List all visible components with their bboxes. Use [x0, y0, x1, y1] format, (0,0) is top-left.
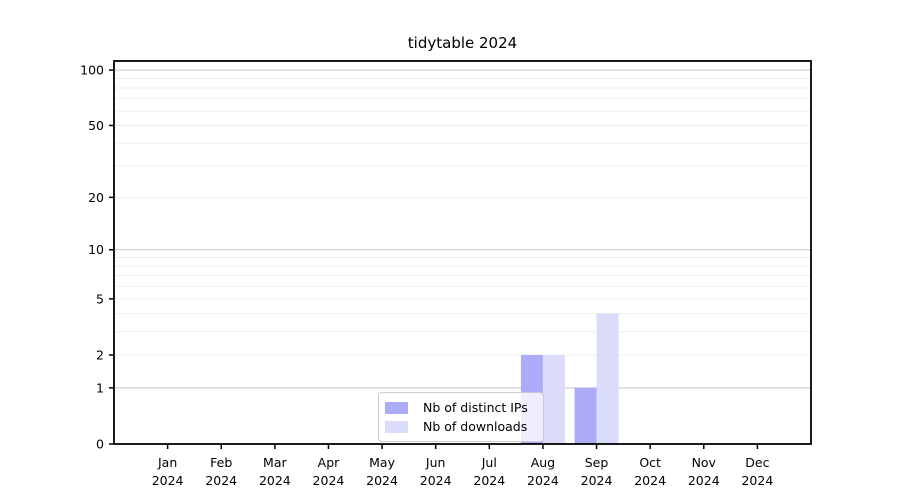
plot-border [113, 60, 812, 445]
x-tick-label-month: Oct [639, 455, 661, 470]
x-tick-label-year: 2024 [473, 473, 505, 488]
legend-swatch-distinct-ips-icon [385, 401, 408, 414]
legend: Nb of distinct IPs Nb of downloads [378, 392, 544, 442]
x-tick-label-year: 2024 [313, 473, 345, 488]
y-tick-label: 50 [88, 118, 104, 133]
y-tick-label: 0 [96, 437, 104, 452]
legend-swatch-downloads-icon [385, 420, 408, 433]
x-tick-label-year: 2024 [581, 473, 613, 488]
x-tick-label-year: 2024 [634, 473, 666, 488]
chart-title: tidytable 2024 [407, 34, 518, 52]
x-tick-label-year: 2024 [205, 473, 237, 488]
x-tick-label-year: 2024 [152, 473, 184, 488]
y-tick-label: 10 [88, 242, 104, 257]
y-tick-label: 1 [96, 380, 104, 395]
legend-item-distinct-ips: Nb of distinct IPs [385, 398, 535, 417]
x-tick-label-year: 2024 [688, 473, 720, 488]
x-tick-label-month: Mar [263, 455, 287, 470]
x-tick-label-month: Nov [692, 455, 717, 470]
x-tick-label-year: 2024 [527, 473, 559, 488]
x-tick-label-month: Apr [318, 455, 340, 470]
x-tick-label-month: Aug [531, 455, 555, 470]
x-tick-label-month: Feb [210, 455, 232, 470]
x-tick-label-month: Jul [481, 455, 497, 470]
bar-sep-distinct-ips [574, 387, 597, 444]
x-tick-label-month: Jan [157, 455, 177, 470]
x-tick-label-year: 2024 [366, 473, 398, 488]
x-tick-label-year: 2024 [259, 473, 291, 488]
legend-label-downloads: Nb of downloads [423, 419, 528, 434]
x-tick-label-year: 2024 [741, 473, 773, 488]
bar-sep-downloads [596, 313, 619, 444]
bar-aug-downloads [542, 354, 565, 444]
y-tick-label: 100 [80, 63, 104, 78]
x-tick-label-month: Jun [425, 455, 446, 470]
legend-item-downloads: Nb of downloads [385, 417, 535, 436]
y-tick-label: 2 [96, 347, 104, 362]
y-tick-label: 20 [88, 190, 104, 205]
legend-label-distinct-ips: Nb of distinct IPs [423, 400, 528, 415]
x-tick-label-year: 2024 [420, 473, 452, 488]
x-tick-label-month: May [369, 455, 395, 470]
x-tick-label-month: Sep [585, 455, 609, 470]
x-tick-label-month: Dec [745, 455, 769, 470]
y-tick-label: 5 [96, 291, 104, 306]
